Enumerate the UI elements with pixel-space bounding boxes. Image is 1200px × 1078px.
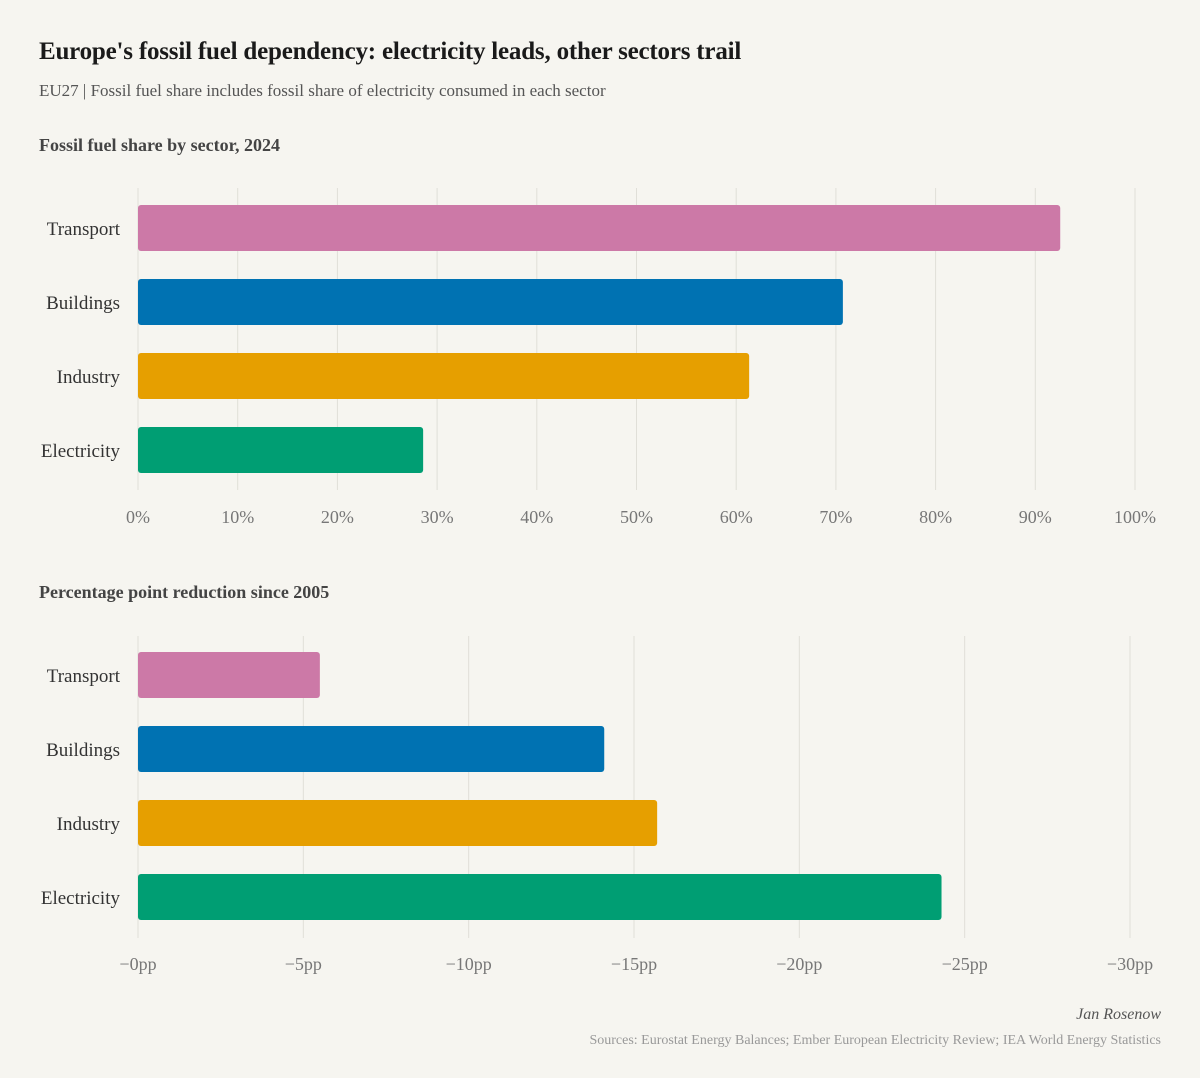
share-bar-chart: 0% 10% 20% 30% 40% 50% 60% 70% 80% 90% 100% Transpo…: [41, 188, 1156, 527]
chart-title: Europe's fossil fuel dependency: electri…: [39, 38, 742, 65]
reduction-category-label: Buildings: [46, 740, 120, 761]
reduction-tick-label: −5pp: [285, 954, 322, 974]
share-category-label: Electricity: [41, 441, 121, 462]
share-tick-label: 70%: [819, 507, 852, 527]
share-category-label: Industry: [57, 367, 121, 388]
reduction-category-label: Transport: [47, 666, 121, 687]
reduction-bar-electricity: [138, 874, 942, 920]
share-bar-buildings: [138, 279, 843, 325]
reduction-tick-label: −25pp: [942, 954, 988, 974]
panel2-title: Percentage point reduction since 2005: [39, 582, 330, 602]
reduction-tick-label: −10pp: [446, 954, 492, 974]
share-tick-label: 60%: [720, 507, 753, 527]
share-tick-label: 10%: [221, 507, 254, 527]
reduction-bar-industry: [138, 800, 658, 846]
sources-note: Sources: Eurostat Energy Balances; Ember…: [589, 1033, 1161, 1048]
share-category-label: Transport: [47, 219, 121, 240]
share-tick-label: 0%: [126, 507, 150, 527]
reduction-category-label: Industry: [57, 814, 121, 835]
share-tick-label: 40%: [520, 507, 553, 527]
share-tick-label: 30%: [421, 507, 454, 527]
share-tick-label: 90%: [1019, 507, 1052, 527]
reduction-category-label: Electricity: [41, 888, 121, 909]
share-bar-transport: [138, 205, 1061, 251]
panel1-title: Fossil fuel share by sector, 2024: [39, 135, 280, 155]
author-credit: Jan Rosenow: [1076, 1006, 1161, 1023]
reduction-tick-label: −15pp: [611, 954, 657, 974]
reduction-tick-label: −20pp: [776, 954, 822, 974]
share-tick-label: 20%: [321, 507, 354, 527]
share-tick-label: 100%: [1114, 507, 1156, 527]
share-bar-electricity: [138, 427, 424, 473]
reduction-bar-chart: −0pp −5pp −10pp −15pp −20pp −25pp −30pp Transpo…: [41, 636, 1153, 974]
chart-subtitle: EU27 | Fossil fuel share includes fossil…: [39, 81, 606, 100]
share-category-label: Buildings: [46, 293, 120, 314]
reduction-bar-buildings: [138, 726, 605, 772]
reduction-tick-label: −30pp: [1107, 954, 1153, 974]
reduction-tick-label: −0pp: [119, 954, 156, 974]
share-tick-label: 80%: [919, 507, 952, 527]
share-tick-label: 50%: [620, 507, 653, 527]
share-bar-industry: [138, 353, 750, 399]
reduction-bar-transport: [138, 652, 320, 698]
